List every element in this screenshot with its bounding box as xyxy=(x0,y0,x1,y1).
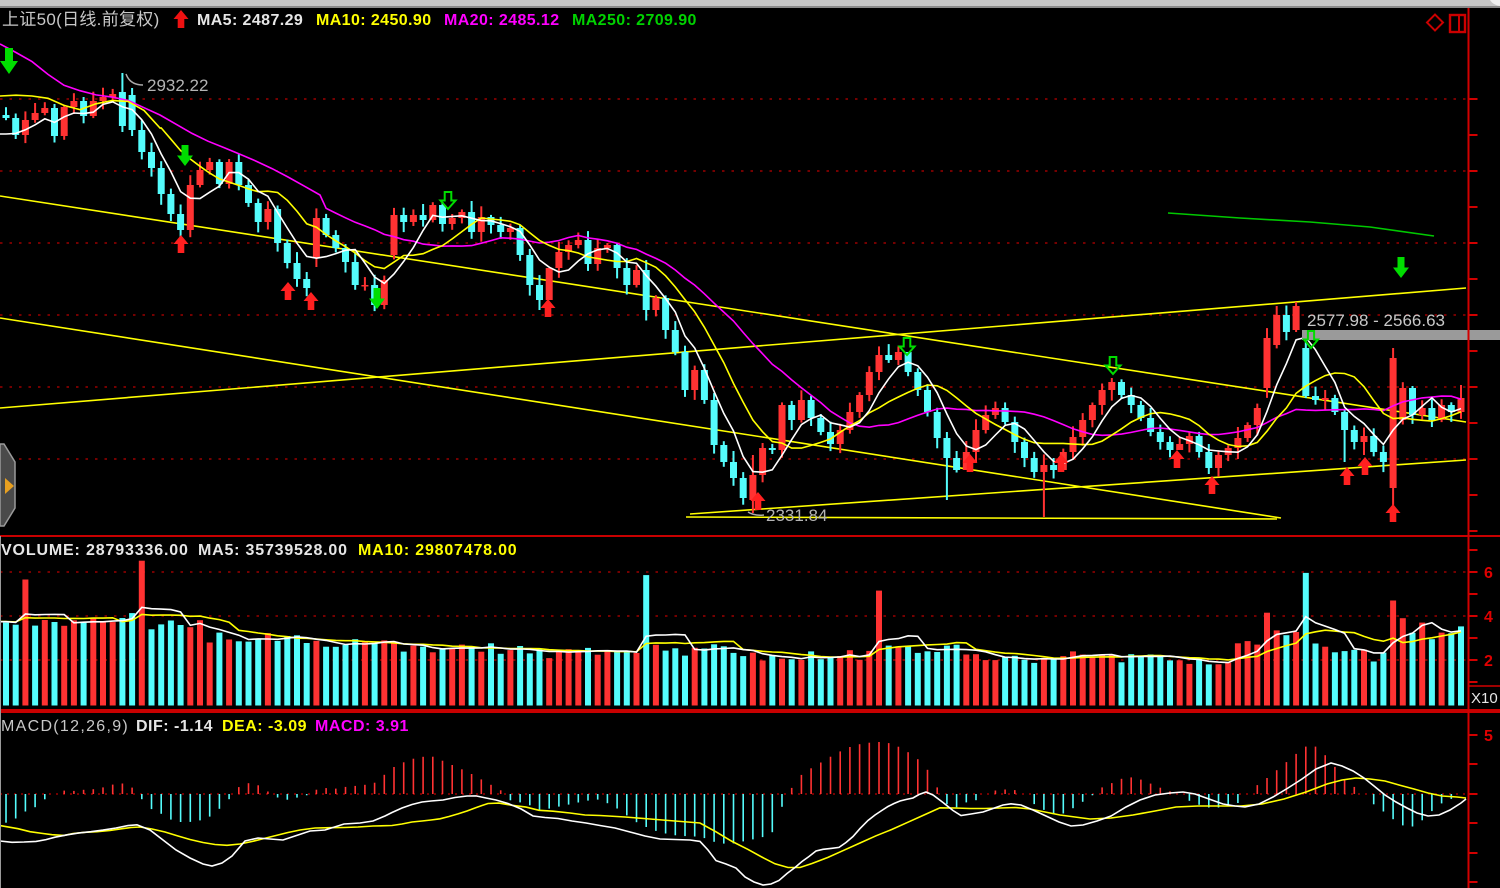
svg-text:MA250: 2709.90: MA250: 2709.90 xyxy=(572,12,697,29)
svg-text:2: 2 xyxy=(1484,653,1493,670)
svg-text:MACD: 3.91: MACD: 3.91 xyxy=(315,718,409,735)
svg-text:X10: X10 xyxy=(1471,690,1498,707)
svg-text:6: 6 xyxy=(1484,565,1493,582)
svg-text:DEA: -3.09: DEA: -3.09 xyxy=(222,718,307,735)
svg-text:4: 4 xyxy=(1484,609,1493,626)
svg-text:VOLUME: 28793336.00: VOLUME: 28793336.00 xyxy=(1,542,189,559)
svg-text:2331.84: 2331.84 xyxy=(766,506,827,525)
svg-text:MACD(12,26,9): MACD(12,26,9) xyxy=(1,718,129,735)
svg-text:MA10: 2450.90: MA10: 2450.90 xyxy=(316,12,432,29)
svg-text:MA5: 2487.29: MA5: 2487.29 xyxy=(197,12,303,29)
svg-text:2577.98 - 2566.63: 2577.98 - 2566.63 xyxy=(1307,311,1445,330)
svg-text:2932.22: 2932.22 xyxy=(147,76,208,95)
svg-text:DIF: -1.14: DIF: -1.14 xyxy=(136,718,213,735)
svg-text:MA10: 29807478.00: MA10: 29807478.00 xyxy=(358,542,517,559)
svg-text:5: 5 xyxy=(1484,728,1493,745)
svg-text:上证50(日线.前复权): 上证50(日线.前复权) xyxy=(2,10,160,29)
svg-text:MA5: 35739528.00: MA5: 35739528.00 xyxy=(198,542,348,559)
svg-text:MA20: 2485.12: MA20: 2485.12 xyxy=(444,12,560,29)
